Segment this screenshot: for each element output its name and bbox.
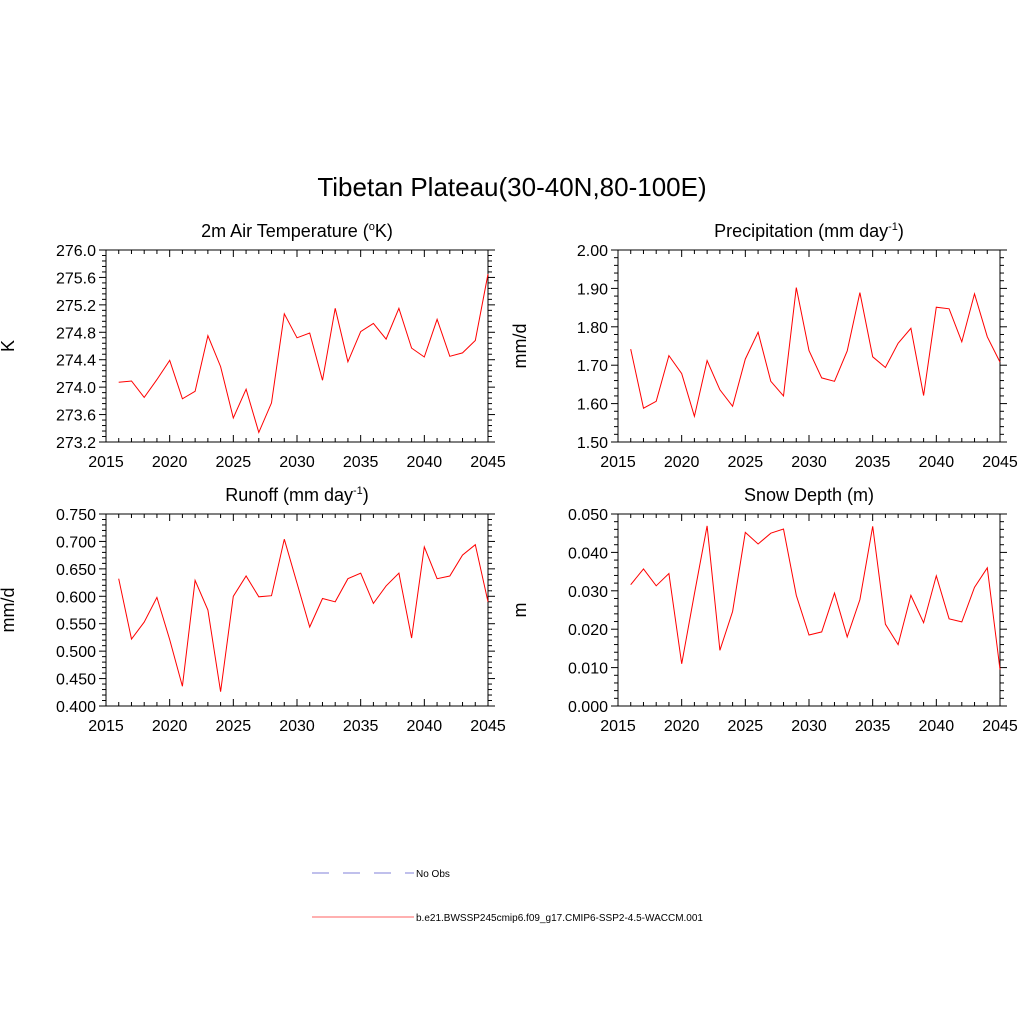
x-tick-label: 2025 — [216, 454, 252, 471]
x-tick-label: 2040 — [407, 718, 443, 735]
y-tick-label: 0.750 — [56, 507, 96, 524]
y-axis-label: mm/d — [510, 324, 530, 369]
x-tick-label: 2040 — [919, 718, 955, 735]
x-tick-label: 2030 — [279, 718, 315, 735]
panel-title-sup: -1 — [888, 221, 898, 233]
y-tick-label: 275.6 — [56, 270, 96, 287]
panel-title-main: Runoff (mm day — [225, 485, 353, 505]
x-tick-label: 2015 — [600, 454, 636, 471]
panel-title-main: 2m Air Temperature ( — [201, 221, 369, 241]
y-tick-label: 0.600 — [56, 589, 96, 606]
x-tick-label: 2015 — [600, 718, 636, 735]
x-tick-label: 2035 — [343, 718, 379, 735]
y-tick-label: 0.500 — [56, 644, 96, 661]
plot-frame — [617, 513, 1001, 707]
y-tick-label: 0.400 — [56, 699, 96, 716]
y-tick-label: 0.030 — [568, 584, 608, 601]
series-line — [630, 525, 1001, 670]
x-tick-label: 2020 — [152, 454, 188, 471]
series-line — [630, 287, 1001, 419]
x-tick-label: 2035 — [855, 718, 891, 735]
x-tick-label: 2030 — [791, 718, 827, 735]
x-tick-label: 2025 — [728, 454, 764, 471]
y-tick-label: 0.020 — [568, 622, 608, 639]
y-tick-label: 276.0 — [56, 243, 96, 260]
y-tick-label: 1.50 — [577, 435, 608, 452]
legend: No Obs b.e21.BWSSP245cmip6.f09_g17.CMIP6… — [312, 869, 703, 924]
y-tick-label: 1.80 — [577, 320, 608, 337]
panel-title-main: Precipitation (mm day — [714, 221, 888, 241]
y-tick-label: 0.550 — [56, 617, 96, 634]
x-tick-label: 2030 — [791, 454, 827, 471]
y-tick-label: 2.00 — [577, 243, 608, 260]
panel-title: Snow Depth (m) — [744, 485, 874, 505]
panel-3: Runoff (mm day-1) 2015 2020 2025 2030 2035 204… — [0, 485, 506, 735]
x-tick-label: 2025 — [216, 718, 252, 735]
panel-title-tail: ) — [898, 221, 904, 241]
y-tick-label: 0.050 — [568, 507, 608, 524]
series-line — [118, 273, 489, 434]
y-tick-label: 274.8 — [56, 325, 96, 342]
y-tick-label: 1.70 — [577, 358, 608, 375]
y-tick-label: 273.6 — [56, 408, 96, 425]
x-tick-label: 2025 — [728, 718, 764, 735]
x-tick-label: 2015 — [88, 454, 124, 471]
panel-1: 2m Air Temperature (oK) 2015 2020 2025 2030 2… — [0, 221, 506, 471]
plot-frame — [105, 249, 489, 443]
panels: 2m Air Temperature (oK)2015 2020 2025 2030 2… — [0, 221, 1018, 735]
panel-title-tail: ) — [363, 485, 369, 505]
y-axis-label: m — [510, 603, 530, 618]
x-tick-label: 2045 — [982, 454, 1018, 471]
panel-2: Precipitation (mm day-1) 2015 2020 2025 2030… — [510, 221, 1018, 471]
y-tick-label: 273.2 — [56, 435, 96, 452]
y-axis-label: mm/d — [0, 588, 18, 633]
series-line — [118, 539, 489, 692]
y-tick-label: 1.60 — [577, 397, 608, 414]
panel-title-main: Snow Depth (m) — [744, 485, 874, 505]
y-tick-label: 0.010 — [568, 661, 608, 678]
x-tick-label: 2020 — [664, 454, 700, 471]
x-tick-label: 2035 — [343, 454, 379, 471]
y-axis-label: K — [0, 340, 18, 352]
y-tick-label: 0.450 — [56, 672, 96, 689]
y-tick-label: 0.040 — [568, 545, 608, 562]
panel-title: Precipitation (mm day-1) — [714, 221, 904, 241]
x-tick-label: 2040 — [407, 454, 443, 471]
x-tick-label: 2045 — [470, 718, 506, 735]
x-tick-label: 2030 — [279, 454, 315, 471]
y-tick-label: 0.650 — [56, 562, 96, 579]
panel-title: 2m Air Temperature (oK) — [201, 221, 393, 241]
legend-label-model: b.e21.BWSSP245cmip6.f09_g17.CMIP6-SSP2-4… — [416, 913, 703, 924]
y-tick-label: 274.0 — [56, 380, 96, 397]
panel-title-sup: o — [369, 221, 375, 233]
panel-title: Runoff (mm day-1) — [225, 485, 369, 505]
y-tick-label: 1.90 — [577, 281, 608, 298]
plot-frame — [105, 513, 489, 707]
x-tick-label: 2040 — [919, 454, 955, 471]
x-tick-label: 2035 — [855, 454, 891, 471]
legend-label-no-obs: No Obs — [416, 869, 450, 880]
x-tick-label: 2020 — [664, 718, 700, 735]
figure-title: Tibetan Plateau(30-40N,80-100E) — [317, 172, 706, 202]
y-tick-label: 275.2 — [56, 298, 96, 315]
panel-title-tail: K) — [375, 221, 393, 241]
y-tick-label: 0.000 — [568, 699, 608, 716]
y-tick-label: 274.4 — [56, 353, 96, 370]
x-tick-label: 2020 — [152, 718, 188, 735]
x-tick-label: 2015 — [88, 718, 124, 735]
y-tick-label: 0.700 — [56, 534, 96, 551]
panel-4: Snow Depth (m) 2015 2020 2025 2030 2035 2040 20… — [510, 485, 1018, 735]
panel-title-sup: -1 — [353, 485, 363, 497]
x-tick-label: 2045 — [982, 718, 1018, 735]
x-tick-label: 2045 — [470, 454, 506, 471]
plot-frame — [617, 249, 1001, 443]
